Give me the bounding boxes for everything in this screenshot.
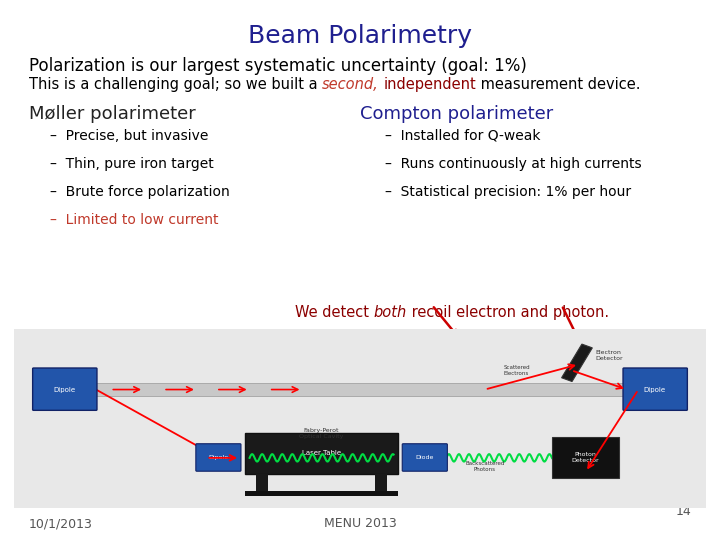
Text: –  Runs continuously at high currents: – Runs continuously at high currents bbox=[385, 157, 642, 171]
Text: Electron
Detector: Electron Detector bbox=[595, 350, 623, 361]
Text: Polarization is our largest systematic uncertainty (goal: 1%): Polarization is our largest systematic u… bbox=[29, 57, 526, 75]
Text: Diode: Diode bbox=[415, 455, 433, 461]
Text: This is a challenging goal; so we built a: This is a challenging goal; so we built … bbox=[29, 77, 322, 92]
Text: 14: 14 bbox=[675, 505, 691, 518]
FancyBboxPatch shape bbox=[402, 444, 447, 471]
Text: measurement device.: measurement device. bbox=[476, 77, 641, 92]
Text: Backscattered
Photons: Backscattered Photons bbox=[465, 461, 505, 472]
Text: We detect: We detect bbox=[295, 305, 374, 320]
Text: –  Limited to low current: – Limited to low current bbox=[50, 213, 219, 227]
Text: Møller polarimeter: Møller polarimeter bbox=[29, 105, 196, 123]
Bar bbox=[43, 383, 677, 396]
Text: Photon
Detector: Photon Detector bbox=[572, 453, 600, 463]
Text: both: both bbox=[374, 305, 407, 320]
Text: independent: independent bbox=[384, 77, 476, 92]
Text: –  Statistical precision: 1% per hour: – Statistical precision: 1% per hour bbox=[385, 185, 631, 199]
Text: MENU 2013: MENU 2013 bbox=[323, 517, 397, 530]
Bar bbox=[552, 437, 619, 478]
FancyBboxPatch shape bbox=[196, 444, 241, 471]
Text: Scattered
Electrons: Scattered Electrons bbox=[504, 365, 531, 376]
Text: Fabry-Perot
Optical Cavity: Fabry-Perot Optical Cavity bbox=[300, 428, 343, 438]
Text: –  Brute force polarization: – Brute force polarization bbox=[50, 185, 230, 199]
Text: Dipole: Dipole bbox=[53, 387, 76, 393]
Bar bbox=[245, 490, 398, 496]
Text: Laser Table: Laser Table bbox=[302, 450, 341, 456]
Text: Compton polarimeter: Compton polarimeter bbox=[360, 105, 553, 123]
Bar bbox=[245, 433, 398, 474]
Text: second,: second, bbox=[322, 77, 379, 92]
Text: 10/1/2013: 10/1/2013 bbox=[29, 517, 93, 530]
FancyBboxPatch shape bbox=[623, 368, 688, 410]
Text: –  Precise, but invasive: – Precise, but invasive bbox=[50, 129, 209, 143]
Bar bbox=[375, 474, 387, 490]
Text: –  Thin, pure iron target: – Thin, pure iron target bbox=[50, 157, 214, 171]
Text: Dipole: Dipole bbox=[644, 387, 666, 393]
Bar bbox=[562, 344, 593, 382]
Bar bbox=[256, 474, 268, 490]
Text: Dipole: Dipole bbox=[209, 455, 229, 461]
Text: –  Installed for Q-weak: – Installed for Q-weak bbox=[385, 129, 541, 143]
Text: recoil electron and photon.: recoil electron and photon. bbox=[407, 305, 609, 320]
FancyBboxPatch shape bbox=[32, 368, 97, 410]
Text: Beam Polarimetry: Beam Polarimetry bbox=[248, 24, 472, 48]
